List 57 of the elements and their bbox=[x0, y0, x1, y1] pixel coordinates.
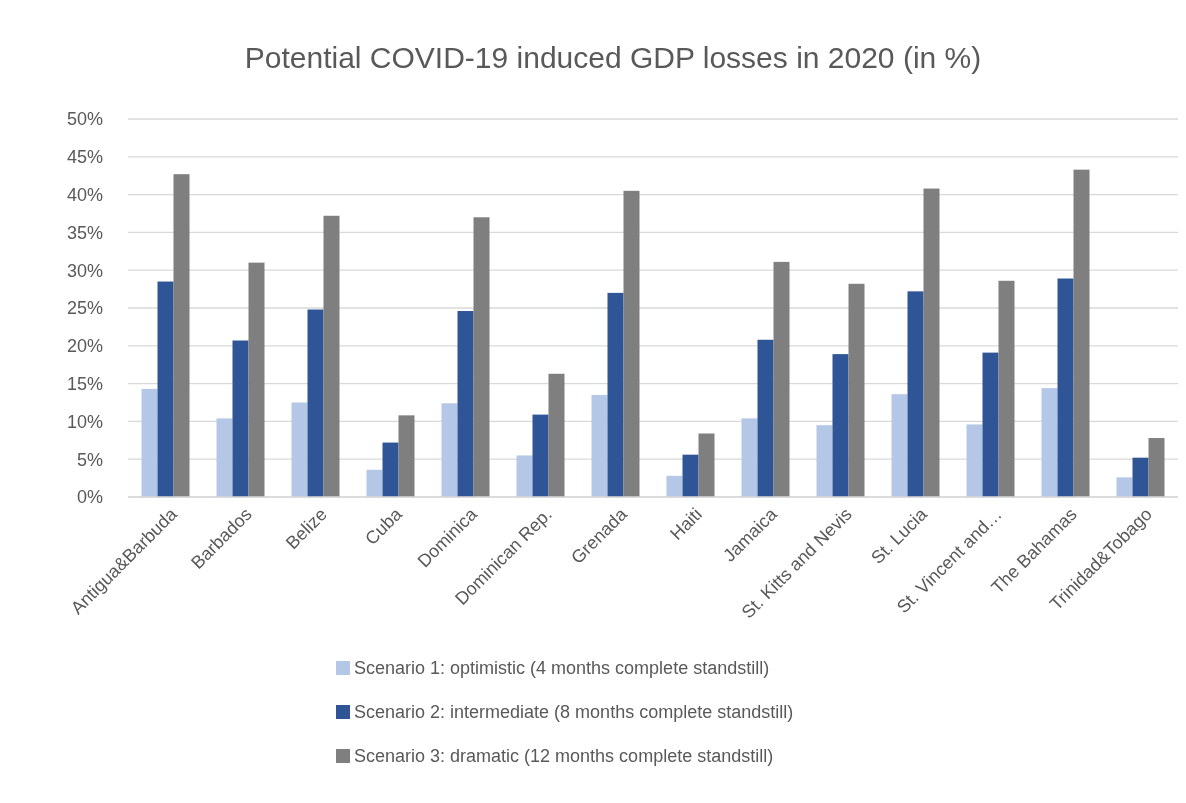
bar bbox=[923, 188, 940, 497]
bar bbox=[516, 455, 533, 497]
y-tick-label: 35% bbox=[66, 222, 103, 243]
bar bbox=[141, 388, 158, 497]
bar bbox=[1116, 477, 1133, 497]
bar bbox=[1041, 388, 1058, 497]
bar bbox=[248, 262, 265, 497]
bar bbox=[907, 291, 924, 497]
bar bbox=[666, 475, 683, 497]
bar bbox=[216, 418, 233, 497]
bar bbox=[773, 261, 790, 497]
bar bbox=[998, 280, 1015, 497]
bar bbox=[698, 433, 715, 497]
bar bbox=[982, 352, 999, 497]
bar bbox=[323, 215, 340, 497]
legend-label: Scenario 2: intermediate (8 months complete standstill) bbox=[354, 702, 794, 723]
bar bbox=[398, 415, 415, 497]
bar bbox=[623, 190, 640, 497]
bar bbox=[682, 454, 699, 497]
bar bbox=[441, 403, 458, 497]
bar bbox=[291, 402, 308, 497]
y-tick-label: 15% bbox=[66, 373, 103, 394]
bar bbox=[591, 394, 608, 497]
y-tick-label: 45% bbox=[66, 147, 103, 168]
bar bbox=[457, 311, 474, 497]
y-tick-label: 5% bbox=[76, 449, 103, 470]
bar bbox=[157, 281, 174, 497]
chart-title: Potential COVID-19 induced GDP losses in 2020 (in %) bbox=[244, 41, 982, 74]
bar bbox=[966, 424, 983, 497]
legend-label: Scenario 3: dramatic (12 months complete standstill) bbox=[354, 746, 774, 767]
bar bbox=[1132, 457, 1149, 497]
bar bbox=[366, 469, 383, 497]
bar bbox=[832, 354, 849, 497]
y-tick-label: 40% bbox=[66, 184, 103, 205]
bar bbox=[1057, 278, 1074, 497]
bar bbox=[1148, 438, 1165, 497]
y-tick-label: 50% bbox=[66, 109, 103, 130]
bar bbox=[307, 309, 324, 497]
bar bbox=[848, 283, 865, 497]
bar bbox=[891, 394, 908, 497]
bar bbox=[607, 292, 624, 497]
bar bbox=[816, 425, 833, 497]
bar bbox=[382, 442, 399, 497]
legend-label: Scenario 1: optimistic (4 months complete standstill) bbox=[354, 658, 770, 679]
bar bbox=[473, 217, 490, 497]
bar bbox=[1073, 169, 1090, 497]
y-tick-label: 20% bbox=[66, 336, 103, 357]
bar bbox=[532, 414, 549, 497]
y-tick-label: 25% bbox=[66, 298, 103, 319]
bar bbox=[741, 418, 758, 497]
y-tick-label: 30% bbox=[66, 260, 103, 281]
bar bbox=[173, 174, 190, 497]
y-tick-label: 10% bbox=[66, 411, 103, 432]
bar bbox=[548, 373, 565, 497]
y-tick-label: 0% bbox=[76, 487, 103, 508]
bar bbox=[232, 340, 249, 497]
bar bbox=[757, 339, 774, 497]
